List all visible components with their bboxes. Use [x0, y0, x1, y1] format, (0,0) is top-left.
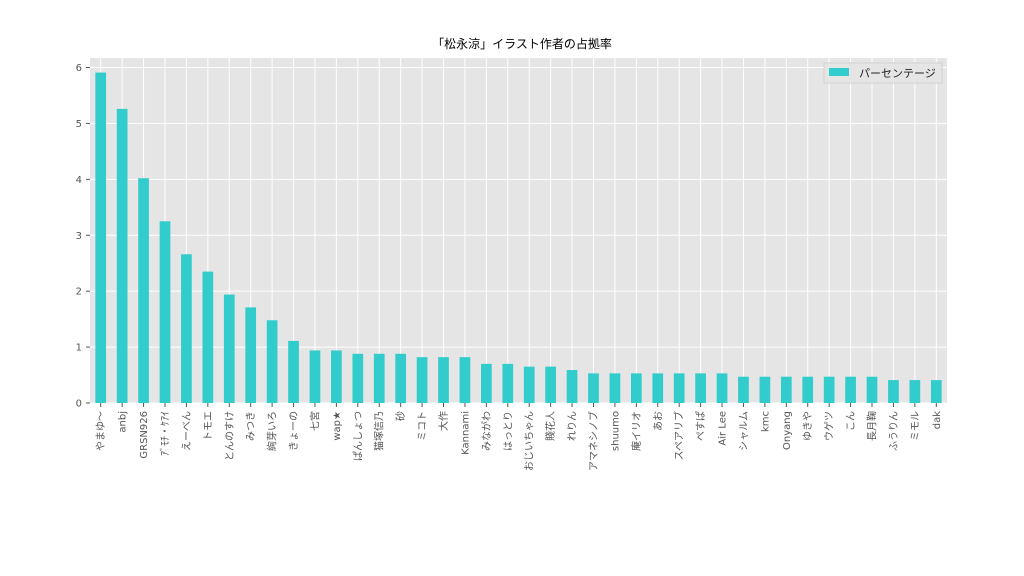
x-tick-label: 七宮: [308, 411, 321, 431]
y-tick-label: 4: [76, 175, 82, 186]
x-tick-label: シャルム: [738, 411, 750, 451]
x-tick-label: みながわ: [480, 411, 493, 451]
bar: [780, 376, 792, 403]
bar: [566, 370, 578, 403]
x-tick-label: wap★: [332, 411, 343, 441]
x-tick-label: はっとり: [502, 411, 514, 451]
x-tick-label: dak: [932, 411, 943, 429]
bar: [223, 294, 235, 403]
x-tick-label: ぺすぱ: [695, 411, 707, 441]
x-tick-label: 砂: [394, 411, 407, 421]
x-tick-label: ミモル: [910, 411, 921, 441]
x-tick-label: こん: [845, 411, 857, 431]
legend-label: パーセンテージ: [859, 67, 936, 80]
x-tick-label: ウゲツ: [824, 411, 836, 441]
bar: [545, 366, 556, 403]
x-tick-label: Kannami: [460, 411, 471, 455]
bar: [352, 353, 364, 403]
x-tick-label: アマネシノブ: [587, 411, 600, 471]
bar: [888, 380, 899, 403]
x-tick-label: ミコト: [418, 411, 429, 441]
bar: [630, 373, 642, 403]
x-tick-label: やまゆ〜: [95, 411, 107, 451]
bar: [609, 373, 621, 403]
y-tick-label: 0: [76, 399, 82, 410]
bar: [759, 376, 771, 403]
bar: [266, 320, 278, 403]
bar: [373, 353, 385, 403]
bar: [159, 221, 171, 403]
legend-swatch: [829, 68, 849, 76]
x-tick-label: みつき: [245, 411, 257, 441]
x-tick-label: 長月鞠: [866, 411, 879, 441]
x-tick-label: スペアリブ: [673, 411, 686, 460]
bar: [395, 353, 407, 403]
bar: [138, 178, 149, 403]
bar: [523, 366, 535, 403]
bar: [331, 350, 342, 403]
y-tick-label: 2: [76, 287, 82, 298]
x-tick-label: おじいちゃん: [524, 411, 536, 471]
x-tick-label: あお: [652, 411, 664, 431]
bar: [416, 357, 428, 403]
x-tick-label: きょーの: [288, 411, 300, 451]
bar: [202, 271, 214, 403]
x-tick-label: 賤花人: [544, 411, 557, 441]
y-tick-label: 6: [76, 63, 82, 74]
bar: [930, 380, 942, 403]
x-tick-label: shuumo: [610, 411, 621, 451]
bar: [716, 373, 728, 403]
bar: [845, 376, 856, 403]
bar: [459, 357, 471, 403]
x-tick-label: ふうりん: [888, 411, 900, 451]
y-tick-label: 1: [76, 343, 82, 354]
x-tick-label: とんのすけ: [224, 411, 236, 461]
bar: [438, 357, 449, 403]
chart-title: 「松永涼」イラスト作者の占拠率: [432, 36, 612, 51]
x-tick-label: 絢芽いろ: [266, 411, 279, 451]
bar: [909, 380, 921, 403]
bar: [245, 307, 257, 403]
bar: [116, 108, 128, 404]
y-axis: 0 1 2 3 4 5 6: [76, 63, 90, 410]
x-axis: やまゆ〜 anbj GRSN926 ｱﾞﾓﾁ・ｹｱｲ えーべん トモエ とんのすけ みつき 絢芽…: [95, 403, 943, 471]
bar: [673, 373, 685, 403]
bar: [802, 376, 814, 403]
bar: [309, 350, 321, 403]
legend: パーセンテージ: [823, 62, 943, 84]
x-tick-label: 猫塚信乃: [373, 411, 386, 451]
bar: [695, 373, 706, 403]
bar: [95, 72, 107, 403]
bars: [95, 72, 942, 404]
bar: [652, 373, 664, 403]
bar: [481, 363, 492, 403]
x-tick-label: Onyang: [782, 411, 793, 450]
x-tick-label: 庵イリオ: [630, 411, 643, 451]
x-tick-label: ぱんしょつ: [352, 411, 364, 461]
x-tick-label: ゆきや: [802, 411, 814, 441]
x-tick-label: ｱﾞﾓﾁ・ｹｱｲ: [159, 411, 171, 456]
x-tick-label: Air Lee: [718, 411, 729, 446]
legend-box: [823, 62, 943, 84]
bar: [181, 254, 192, 403]
bar: [738, 376, 749, 403]
bar: [866, 376, 878, 403]
bar: [502, 363, 514, 403]
x-tick-label: 大作: [437, 411, 450, 431]
x-tick-label: れりん: [567, 411, 579, 441]
x-tick-label: GRSN926: [139, 411, 150, 459]
bar: [588, 373, 599, 403]
bar: [288, 340, 299, 403]
x-tick-label: anbj: [118, 411, 129, 433]
x-tick-label: トモエ: [203, 411, 214, 441]
y-tick-label: 5: [76, 119, 82, 130]
x-tick-label: えーべん: [181, 411, 193, 451]
bar: [823, 376, 835, 403]
plot-area: [90, 58, 947, 403]
x-tick-label: kmc: [760, 411, 771, 432]
y-tick-label: 3: [76, 231, 82, 242]
